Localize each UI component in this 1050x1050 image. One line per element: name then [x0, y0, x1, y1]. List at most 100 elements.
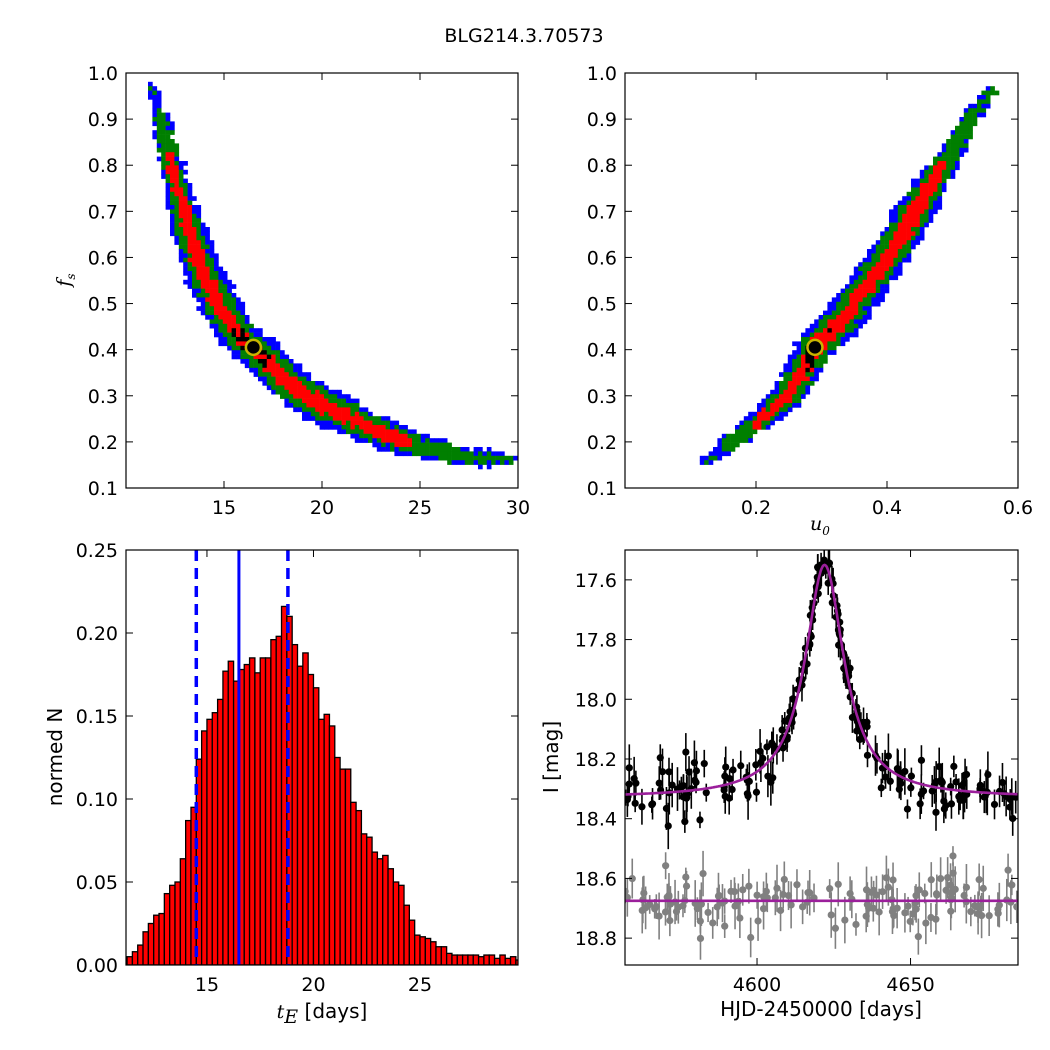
posterior-cell — [792, 398, 797, 404]
posterior-cell — [209, 271, 215, 276]
posterior-cell — [831, 341, 837, 347]
posterior-cell — [196, 227, 202, 232]
posterior-cell — [814, 328, 819, 333]
data-point — [994, 909, 1002, 917]
posterior-cell — [809, 372, 815, 377]
posterior-cell — [341, 394, 347, 399]
data-point — [699, 869, 707, 878]
posterior-cell — [183, 240, 188, 245]
posterior-cell — [884, 231, 890, 237]
posterior-cell — [293, 385, 298, 391]
posterior-cell — [783, 403, 789, 408]
posterior-cell — [170, 183, 175, 188]
data-point — [831, 924, 840, 932]
data-point — [625, 893, 631, 902]
posterior-cell — [161, 130, 166, 135]
posterior-cell — [293, 367, 298, 373]
posterior-cell — [774, 394, 780, 399]
posterior-cell — [429, 438, 435, 443]
posterior-cell — [170, 187, 175, 193]
posterior-cell — [214, 332, 219, 338]
posterior-cell — [875, 257, 881, 263]
data-point — [638, 803, 646, 811]
posterior-cell — [205, 288, 210, 294]
posterior-cell — [381, 447, 386, 452]
posterior-cell — [148, 95, 153, 100]
posterior-cell — [205, 257, 210, 263]
posterior-cell — [801, 381, 806, 386]
posterior-cell — [862, 310, 868, 316]
posterior-cell — [717, 451, 723, 457]
posterior-cell — [862, 271, 868, 276]
posterior-cell — [354, 429, 360, 435]
posterior-cell — [284, 394, 290, 399]
posterior-cell — [161, 121, 166, 127]
posterior-cell — [209, 266, 215, 272]
posterior-cell — [315, 416, 320, 421]
data-point — [915, 886, 923, 894]
posterior-cell — [161, 143, 166, 149]
posterior-cell — [222, 310, 228, 316]
posterior-cell — [849, 284, 855, 289]
posterior-cell — [919, 183, 925, 188]
posterior-cell — [240, 354, 246, 360]
posterior-cell — [209, 319, 215, 325]
posterior-cell — [928, 178, 934, 184]
posterior-cell — [165, 169, 171, 175]
posterior-cell — [324, 407, 329, 413]
posterior-cell — [884, 279, 890, 285]
posterior-cell — [827, 323, 833, 329]
posterior-cell — [262, 376, 268, 382]
posterior-cell — [170, 178, 175, 184]
posterior-cell — [390, 425, 395, 430]
posterior-cell — [249, 332, 254, 338]
posterior-cell — [196, 222, 202, 228]
posterior-cell — [721, 438, 727, 443]
posterior-cell — [231, 354, 237, 360]
posterior-cell — [302, 407, 307, 413]
posterior-cell — [805, 385, 811, 391]
posterior-cell — [271, 345, 276, 351]
posterior-cell — [963, 147, 969, 153]
posterior-cell — [508, 460, 514, 465]
posterior-cell — [165, 183, 171, 188]
posterior-cell — [915, 213, 921, 219]
y-tick-label: 1.0 — [88, 63, 118, 85]
posterior-cell — [787, 381, 793, 386]
posterior-cell — [205, 279, 210, 285]
posterior-cell — [897, 222, 903, 228]
posterior-cell — [840, 319, 846, 325]
data-point — [778, 726, 786, 734]
posterior-cell — [253, 367, 259, 373]
posterior-cell — [911, 196, 916, 201]
posterior-cell — [809, 359, 815, 364]
posterior-cell — [416, 438, 422, 443]
posterior-cell — [429, 451, 435, 457]
posterior-cell — [205, 249, 210, 254]
posterior-cell — [390, 438, 395, 443]
posterior-cell — [933, 169, 938, 175]
data-point — [895, 785, 903, 793]
posterior-cell — [302, 376, 307, 382]
posterior-cell — [262, 345, 268, 351]
posterior-cell — [341, 403, 347, 408]
posterior-cell — [836, 319, 841, 325]
posterior-cell — [482, 460, 488, 465]
posterior-cell — [363, 425, 369, 430]
posterior-cell — [271, 376, 276, 382]
posterior-cell — [845, 332, 850, 338]
posterior-cell — [893, 266, 899, 272]
posterior-cell — [972, 112, 978, 118]
posterior-cell — [827, 345, 833, 351]
posterior-cell — [486, 460, 492, 465]
posterior-cell — [218, 284, 224, 289]
posterior-cell — [889, 257, 894, 263]
posterior-cell — [205, 240, 210, 245]
posterior-cell — [346, 411, 351, 417]
posterior-cell — [770, 420, 775, 426]
posterior-cell — [420, 455, 426, 461]
posterior-cell — [495, 460, 501, 465]
posterior-cell — [266, 381, 272, 386]
posterior-cell — [297, 381, 303, 386]
posterior-cell — [284, 381, 290, 386]
